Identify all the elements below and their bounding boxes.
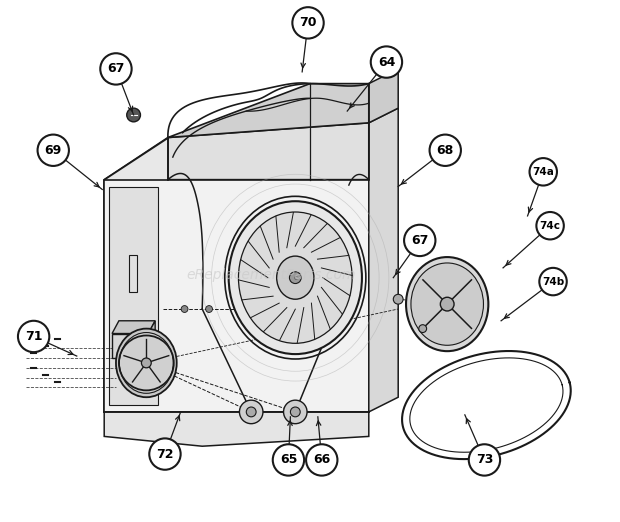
- Circle shape: [290, 272, 301, 283]
- Text: 71: 71: [25, 330, 42, 343]
- Polygon shape: [168, 84, 369, 137]
- Circle shape: [246, 407, 256, 417]
- Text: 74a: 74a: [533, 167, 554, 177]
- Circle shape: [149, 438, 180, 470]
- Circle shape: [181, 305, 188, 313]
- Polygon shape: [112, 334, 148, 358]
- Polygon shape: [104, 180, 369, 412]
- Ellipse shape: [277, 256, 314, 299]
- Text: 74b: 74b: [542, 277, 564, 287]
- Polygon shape: [104, 412, 369, 446]
- Circle shape: [283, 400, 307, 424]
- Circle shape: [38, 135, 69, 166]
- Circle shape: [418, 325, 427, 333]
- Circle shape: [430, 135, 461, 166]
- Circle shape: [273, 444, 304, 476]
- Ellipse shape: [229, 201, 362, 354]
- Circle shape: [141, 358, 151, 368]
- Bar: [129, 255, 136, 292]
- Circle shape: [539, 268, 567, 295]
- Text: 69: 69: [45, 144, 62, 157]
- Text: 68: 68: [436, 144, 454, 157]
- Circle shape: [469, 444, 500, 476]
- Ellipse shape: [411, 263, 484, 345]
- Circle shape: [529, 158, 557, 185]
- Polygon shape: [112, 321, 155, 334]
- Ellipse shape: [120, 333, 173, 393]
- Text: 74c: 74c: [539, 221, 560, 231]
- Text: 72: 72: [156, 447, 174, 460]
- Circle shape: [306, 444, 337, 476]
- Circle shape: [371, 46, 402, 78]
- Circle shape: [239, 400, 263, 424]
- Circle shape: [100, 53, 131, 85]
- Text: 66: 66: [313, 454, 330, 467]
- Polygon shape: [109, 186, 158, 405]
- Polygon shape: [369, 69, 398, 123]
- Circle shape: [536, 212, 564, 240]
- Text: 73: 73: [476, 454, 493, 467]
- Text: c: c: [293, 275, 297, 281]
- Circle shape: [440, 297, 454, 311]
- Text: 65: 65: [280, 454, 297, 467]
- Circle shape: [206, 305, 213, 313]
- Text: 64: 64: [378, 55, 395, 68]
- Polygon shape: [104, 123, 369, 180]
- Ellipse shape: [116, 329, 177, 397]
- Circle shape: [404, 225, 435, 256]
- Ellipse shape: [239, 212, 352, 343]
- Polygon shape: [148, 321, 155, 358]
- Ellipse shape: [406, 257, 489, 351]
- Circle shape: [393, 294, 403, 304]
- Polygon shape: [104, 137, 168, 412]
- Text: 70: 70: [299, 16, 317, 29]
- Circle shape: [290, 407, 300, 417]
- Circle shape: [293, 7, 324, 39]
- Text: 67: 67: [411, 234, 428, 247]
- Text: 67: 67: [107, 63, 125, 75]
- Text: eReplacementParts.com: eReplacementParts.com: [186, 268, 355, 282]
- Circle shape: [18, 321, 50, 352]
- Polygon shape: [369, 108, 398, 412]
- Circle shape: [126, 108, 141, 122]
